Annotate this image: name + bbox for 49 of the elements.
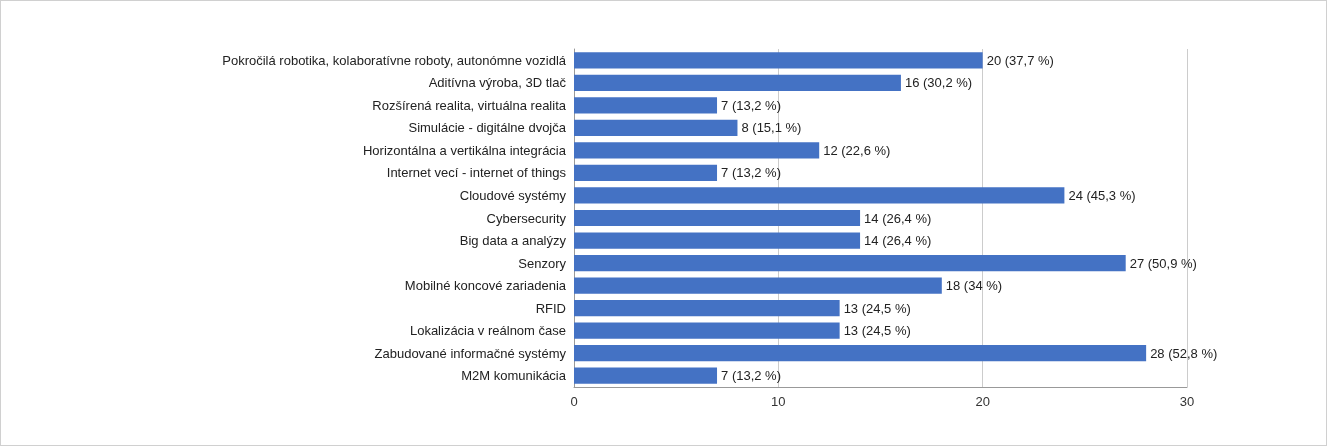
y-tick-label: Mobilné koncové zariadenia	[404, 278, 567, 294]
data-label: 24 (45,3 %)	[1068, 187, 1136, 203]
y-tick-label: Senzory	[518, 255, 567, 271]
bar	[574, 52, 983, 69]
data-label: 14 (26,4 %)	[864, 233, 932, 249]
data-label: 14 (26,4 %)	[864, 210, 932, 226]
y-tick-label: Horizontálna a vertikálna integrácia	[362, 142, 567, 158]
bar	[574, 97, 718, 114]
y-tick-label: M2M komunikácia	[461, 368, 567, 384]
bar	[574, 277, 942, 294]
bar	[574, 322, 840, 339]
bar	[574, 345, 1147, 362]
bar	[574, 367, 718, 384]
bar	[574, 300, 840, 317]
y-tick-label: Simulácie - digitálne dvojča	[408, 120, 567, 136]
x-tick-label: 10	[771, 394, 786, 409]
y-tick-label: Pokročilá robotika, kolaboratívne roboty, autonómne vozidlá	[222, 52, 567, 68]
data-label: 20 (37,7 %)	[986, 52, 1054, 68]
bar	[574, 187, 1065, 204]
y-tick-label: Rozšírená realita, virtuálna realita	[372, 97, 567, 113]
y-tick-label: Big data a analýzy	[459, 233, 567, 249]
data-label: 13 (24,5 %)	[843, 323, 911, 339]
y-tick-label: Lokalizácia v reálnom čase	[409, 323, 566, 339]
data-label: 12 (22,6 %)	[823, 142, 891, 158]
data-label: 7 (13,2 %)	[721, 165, 782, 181]
y-tick-label: Aditívna výroba, 3D tlač	[428, 75, 567, 91]
data-label: 8 (15,1 %)	[741, 120, 802, 136]
bar	[574, 119, 738, 136]
bar	[574, 74, 901, 91]
data-label: 7 (13,2 %)	[721, 97, 782, 113]
bar	[574, 254, 1126, 272]
y-tick-label: Internet vecí - internet of things	[386, 165, 567, 181]
x-tick-label: 20	[975, 394, 990, 409]
bar	[574, 232, 861, 249]
bar	[574, 142, 820, 159]
bar	[574, 164, 718, 182]
y-tick-label: Cybersecurity	[486, 210, 567, 226]
data-label: 28 (52,8 %)	[1150, 345, 1218, 361]
x-tick-label: 30	[1179, 394, 1195, 409]
x-tick-label: 0	[570, 394, 578, 409]
data-label: 16 (30,2 %)	[904, 75, 973, 91]
data-label: 7 (13,2 %)	[721, 368, 782, 384]
bar	[574, 209, 861, 227]
y-tick-label: RFID	[535, 300, 566, 316]
data-label: 18 (34 %)	[945, 278, 1003, 294]
y-tick-label: Zabudované informačné systémy	[374, 345, 567, 361]
data-label: 27 (50,9 %)	[1129, 255, 1197, 271]
y-tick-label: Cloudové systémy	[459, 187, 567, 203]
data-label: 13 (24,5 %)	[843, 300, 911, 316]
